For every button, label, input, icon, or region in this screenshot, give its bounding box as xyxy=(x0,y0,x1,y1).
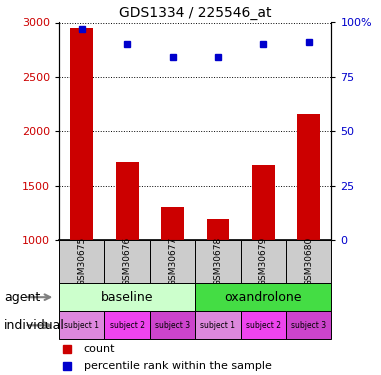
Bar xyxy=(59,240,104,283)
Bar xyxy=(104,311,150,339)
Bar xyxy=(241,240,286,283)
Text: subject 3: subject 3 xyxy=(291,321,327,330)
Text: subject 3: subject 3 xyxy=(155,321,190,330)
Bar xyxy=(195,311,241,339)
Title: GDS1334 / 225546_at: GDS1334 / 225546_at xyxy=(119,6,272,20)
Text: subject 2: subject 2 xyxy=(246,321,281,330)
Text: agent: agent xyxy=(4,291,40,304)
Text: baseline: baseline xyxy=(101,291,154,304)
Bar xyxy=(59,283,195,311)
Text: percentile rank within the sample: percentile rank within the sample xyxy=(83,361,271,371)
Text: oxandrolone: oxandrolone xyxy=(225,291,302,304)
Text: GSM30679: GSM30679 xyxy=(259,237,268,286)
Bar xyxy=(150,311,195,339)
Bar xyxy=(298,114,320,240)
Text: individual: individual xyxy=(4,319,65,332)
Bar xyxy=(286,311,331,339)
Bar xyxy=(161,207,184,240)
Text: GSM30680: GSM30680 xyxy=(304,237,313,286)
Text: GSM30678: GSM30678 xyxy=(213,237,223,286)
Text: subject 2: subject 2 xyxy=(110,321,145,330)
Bar xyxy=(207,219,229,240)
Text: count: count xyxy=(83,344,115,354)
Text: subject 1: subject 1 xyxy=(64,321,99,330)
Bar xyxy=(104,240,150,283)
Bar xyxy=(150,240,195,283)
Text: subject 1: subject 1 xyxy=(200,321,235,330)
Bar xyxy=(286,240,331,283)
Text: GSM30676: GSM30676 xyxy=(123,237,132,286)
Bar xyxy=(241,311,286,339)
Bar xyxy=(70,28,93,240)
Bar xyxy=(116,162,139,240)
Text: GSM30675: GSM30675 xyxy=(77,237,86,286)
Bar xyxy=(195,283,331,311)
Bar xyxy=(195,240,241,283)
Text: GSM30677: GSM30677 xyxy=(168,237,177,286)
Bar xyxy=(59,311,104,339)
Bar xyxy=(252,165,275,240)
